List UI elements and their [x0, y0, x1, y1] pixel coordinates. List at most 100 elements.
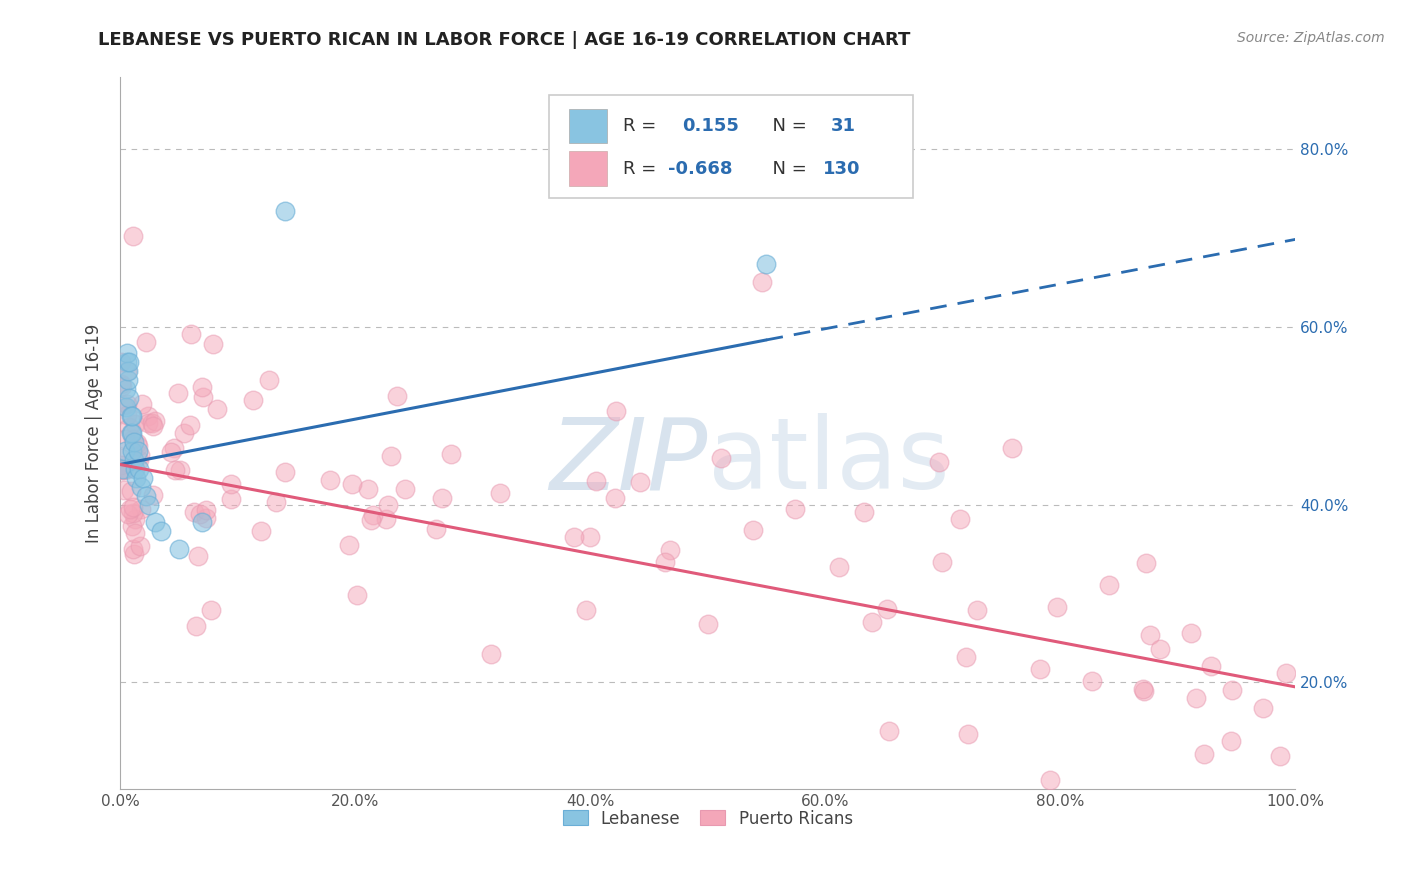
Point	[127, 444, 149, 458]
Point	[114, 433, 136, 447]
Point	[1081, 674, 1104, 689]
Point	[124, 512, 146, 526]
Point	[131, 397, 153, 411]
Text: N =: N =	[761, 160, 813, 178]
Point	[361, 508, 384, 523]
Point	[121, 519, 143, 533]
Point	[1149, 641, 1171, 656]
Point	[112, 398, 135, 412]
Text: R =: R =	[623, 117, 668, 135]
Text: 130: 130	[823, 160, 860, 178]
Point	[1192, 747, 1215, 761]
Point	[659, 543, 682, 558]
Point	[1001, 441, 1024, 455]
Point	[741, 523, 763, 537]
Point	[342, 477, 364, 491]
Point	[1220, 683, 1243, 698]
Point	[150, 524, 173, 539]
Point	[122, 541, 145, 556]
Point	[117, 373, 139, 387]
Point	[128, 453, 150, 467]
Text: Source: ZipAtlas.com: Source: ZipAtlas.com	[1237, 31, 1385, 45]
Point	[205, 402, 228, 417]
Point	[957, 727, 980, 741]
Point	[122, 506, 145, 520]
Point	[852, 505, 875, 519]
Point	[128, 448, 150, 462]
Point	[654, 555, 676, 569]
Point	[118, 502, 141, 516]
Point	[380, 449, 402, 463]
Point	[142, 488, 165, 502]
Point	[1185, 691, 1208, 706]
Point	[167, 541, 190, 556]
Point	[122, 548, 145, 562]
Point	[143, 516, 166, 530]
Point	[115, 364, 138, 378]
Point	[337, 538, 360, 552]
Point	[1046, 600, 1069, 615]
Point	[1029, 662, 1052, 676]
Point	[191, 379, 214, 393]
Point	[138, 498, 160, 512]
Point	[1133, 683, 1156, 698]
Point	[374, 512, 396, 526]
Point	[136, 416, 159, 430]
Point	[1139, 627, 1161, 641]
Point	[201, 337, 224, 351]
Point	[184, 619, 207, 633]
Point	[129, 539, 152, 553]
Point	[120, 426, 142, 441]
Point	[195, 503, 218, 517]
Point	[257, 373, 280, 387]
Point	[346, 588, 368, 602]
Point	[250, 524, 273, 538]
Y-axis label: In Labor Force | Age 16-19: In Labor Force | Age 16-19	[86, 324, 103, 543]
FancyBboxPatch shape	[569, 152, 606, 186]
Point	[121, 500, 143, 514]
Point	[125, 436, 148, 450]
Point	[115, 355, 138, 369]
Point	[242, 393, 264, 408]
Point	[187, 549, 209, 563]
Point	[562, 530, 585, 544]
Point	[118, 391, 141, 405]
Point	[585, 475, 607, 489]
Point	[163, 441, 186, 455]
Point	[117, 507, 139, 521]
Text: 31: 31	[831, 117, 856, 135]
Point	[125, 471, 148, 485]
Point	[394, 483, 416, 497]
Point	[122, 435, 145, 450]
Point	[122, 432, 145, 446]
Point	[489, 486, 512, 500]
Point	[710, 451, 733, 466]
Point	[135, 334, 157, 349]
FancyBboxPatch shape	[548, 95, 914, 198]
Point	[135, 489, 157, 503]
Point	[578, 530, 600, 544]
Point	[828, 560, 851, 574]
Point	[356, 482, 378, 496]
Point	[173, 425, 195, 440]
Point	[127, 439, 149, 453]
Text: atlas: atlas	[707, 413, 949, 510]
Point	[755, 257, 778, 271]
Point	[183, 505, 205, 519]
Point	[124, 462, 146, 476]
Point	[160, 445, 183, 459]
Point	[200, 603, 222, 617]
Point	[143, 414, 166, 428]
Point	[118, 419, 141, 434]
Point	[1039, 773, 1062, 788]
Point	[928, 455, 950, 469]
Point	[751, 275, 773, 289]
Point	[128, 462, 150, 476]
Point	[955, 649, 977, 664]
Point	[129, 502, 152, 516]
Point	[122, 453, 145, 467]
Point	[179, 418, 201, 433]
Point	[136, 409, 159, 424]
Point	[219, 477, 242, 491]
Point	[195, 511, 218, 525]
